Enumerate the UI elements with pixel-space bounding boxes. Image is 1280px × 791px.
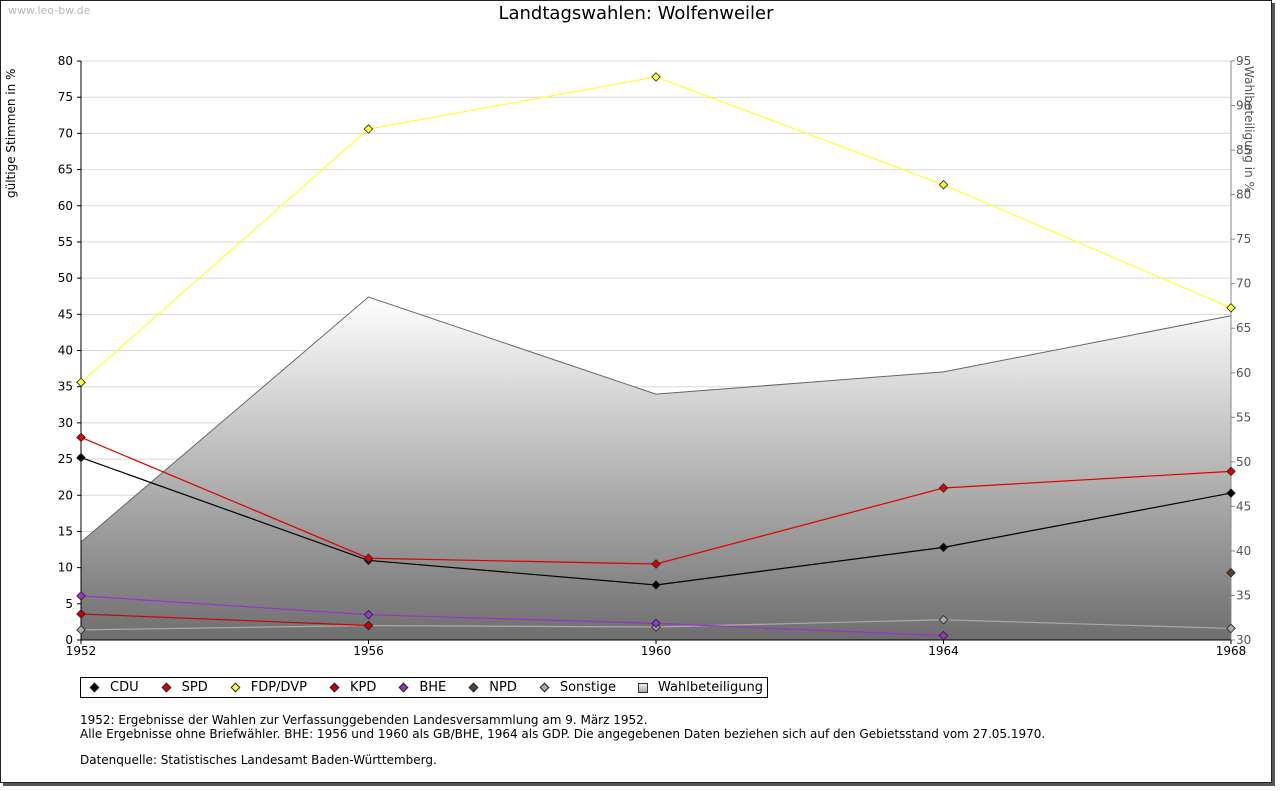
y-tick-label-left: 75 bbox=[58, 90, 73, 104]
legend-label: SPD bbox=[181, 680, 208, 695]
y-tick-label-right: 60 bbox=[1236, 366, 1251, 380]
legend-label: Sonstige bbox=[559, 680, 617, 695]
legend-item: Wahlbeteiligung bbox=[636, 680, 763, 695]
y-tick-label-right: 95 bbox=[1236, 54, 1251, 68]
legend-item: SPD bbox=[159, 680, 208, 695]
footnote-1952: 1952: Ergebnisse der Wahlen zur Verfassu… bbox=[80, 713, 648, 727]
data-point bbox=[938, 179, 949, 190]
data-point bbox=[76, 377, 86, 388]
y-tick-label-left: 15 bbox=[58, 524, 73, 538]
legend-item: BHE bbox=[396, 680, 446, 695]
data-point bbox=[363, 553, 374, 563]
legend-item: FDP/DVP bbox=[228, 680, 307, 695]
legend: CDU SPD FDP/DVP KPD BHE NPD Sonstige Wahlbeteil… bbox=[80, 677, 769, 698]
y-tick-label-right: 70 bbox=[1236, 277, 1251, 291]
legend-label: BHE bbox=[419, 680, 447, 695]
y-tick-label-right: 80 bbox=[1236, 188, 1251, 202]
x-tick-label: 1960 bbox=[641, 644, 672, 658]
y-tick-label-left: 60 bbox=[58, 199, 73, 213]
data-point bbox=[938, 630, 949, 641]
legend-label: CDU bbox=[110, 680, 139, 695]
y-tick-label-left: 25 bbox=[58, 452, 73, 466]
data-point bbox=[651, 72, 661, 82]
legend-label: Wahlbeteiligung bbox=[658, 680, 764, 695]
footnote-general: Alle Ergebnisse ohne Briefwähler. BHE: 1… bbox=[80, 727, 1046, 741]
series-line-fdpdvp bbox=[80, 76, 1232, 383]
series-line-bhe bbox=[80, 595, 944, 637]
turnout-area-line bbox=[80, 296, 1232, 543]
x-tick-label: 1968 bbox=[1216, 644, 1247, 658]
y-tick-label-left: 55 bbox=[58, 235, 73, 249]
series-lines bbox=[76, 72, 1236, 641]
data-point bbox=[651, 580, 661, 590]
data-point bbox=[651, 618, 661, 629]
y-tick-label-right: 50 bbox=[1236, 455, 1251, 469]
y-tick-label-left: 20 bbox=[58, 488, 73, 502]
data-source: Datenquelle: Statistisches Landesamt Bad… bbox=[80, 753, 437, 767]
x-tick-label: 1952 bbox=[66, 644, 97, 658]
legend-item: NPD bbox=[466, 680, 517, 695]
watermark: www.leo-bw.de bbox=[8, 4, 91, 17]
data-point bbox=[1226, 466, 1236, 477]
legend-label: NPD bbox=[489, 680, 517, 695]
y-tick-label-right: 55 bbox=[1236, 410, 1251, 424]
data-point bbox=[363, 609, 374, 620]
data-point bbox=[938, 614, 949, 625]
series-line-kpd bbox=[80, 613, 369, 627]
y-tick-label-left: 70 bbox=[58, 126, 73, 140]
data-point bbox=[651, 559, 661, 569]
data-point bbox=[938, 542, 949, 553]
legend-marker-icon bbox=[230, 682, 241, 693]
legend-marker-icon bbox=[398, 682, 409, 693]
y-tick-label-right: 65 bbox=[1236, 321, 1251, 335]
y-tick-label-left: 40 bbox=[58, 344, 73, 358]
data-point bbox=[938, 483, 949, 493]
chart-title: Landtagswahlen: Wolfenweiler bbox=[498, 3, 774, 24]
legend-item: KPD bbox=[327, 680, 376, 695]
legend-marker-icon bbox=[89, 682, 100, 693]
legend-label: FDP/DVP bbox=[250, 680, 307, 695]
data-point bbox=[76, 591, 86, 601]
y-tick-label-left: 0 bbox=[65, 633, 73, 647]
data-point bbox=[76, 609, 86, 619]
data-point bbox=[1226, 488, 1236, 498]
y-tick-label-right: 35 bbox=[1236, 588, 1251, 602]
y-tick-label-right: 40 bbox=[1236, 544, 1251, 558]
data-point bbox=[76, 432, 86, 443]
y-tick-label-right: 45 bbox=[1236, 499, 1251, 513]
y-tick-label-right: 75 bbox=[1236, 232, 1251, 246]
legend-marker-icon bbox=[329, 682, 340, 693]
y-tick-label-right: 30 bbox=[1236, 633, 1251, 647]
y-tick-label-right: 85 bbox=[1236, 143, 1251, 157]
data-point bbox=[1226, 303, 1236, 313]
data-point bbox=[76, 625, 86, 635]
data-point bbox=[363, 620, 374, 631]
legend-label: KPD bbox=[349, 680, 377, 695]
y-tick-label-left: 30 bbox=[58, 416, 73, 430]
y-tick-label-right: 90 bbox=[1236, 99, 1251, 113]
y-tick-label-left: 35 bbox=[58, 380, 73, 394]
y-tick-label-left: 80 bbox=[58, 54, 73, 68]
data-point bbox=[363, 124, 374, 134]
data-point bbox=[1226, 623, 1236, 634]
y-tick-label-left: 5 bbox=[65, 597, 73, 611]
line-chart: 0 5 10 15 20 25 30 35 40 45 50 55 60 65 70 75 80 30 35 40 45… bbox=[58, 54, 1252, 658]
legend-area-icon bbox=[638, 682, 649, 693]
legend-item: Sonstige bbox=[537, 680, 616, 695]
y-tick-label-left: 10 bbox=[58, 561, 73, 575]
legend-marker-icon bbox=[539, 682, 550, 693]
legend-marker-icon bbox=[161, 682, 172, 693]
data-point bbox=[76, 452, 86, 463]
x-tick-label: 1964 bbox=[928, 644, 959, 658]
x-tick-label: 1956 bbox=[353, 644, 384, 658]
y-tick-label-left: 65 bbox=[58, 163, 73, 177]
y-tick-label-left: 45 bbox=[58, 307, 73, 321]
footnotes: 1952: Ergebnisse der Wahlen zur Verfassu… bbox=[80, 713, 1045, 767]
legend-item: CDU bbox=[87, 680, 139, 695]
axes: 0 5 10 15 20 25 30 35 40 45 50 55 60 65 70 75 80 30 35 40 45… bbox=[58, 54, 1252, 658]
y-tick-label-left: 50 bbox=[58, 271, 73, 285]
data-point bbox=[1226, 567, 1236, 578]
legend-marker-icon bbox=[468, 682, 479, 693]
